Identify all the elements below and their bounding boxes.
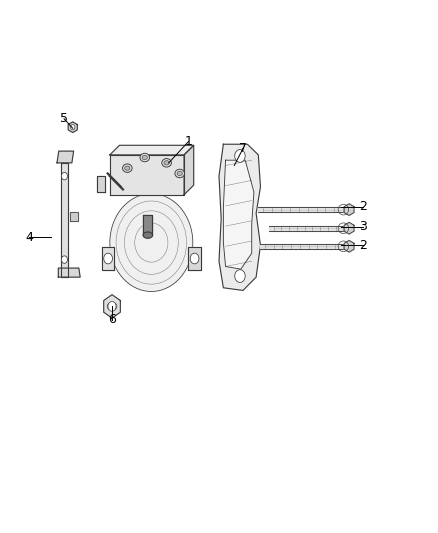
Ellipse shape [177, 171, 182, 175]
Circle shape [61, 172, 67, 180]
Polygon shape [110, 155, 184, 195]
Text: 5: 5 [60, 112, 68, 125]
Text: 3: 3 [359, 220, 367, 233]
Circle shape [235, 150, 245, 163]
Polygon shape [102, 247, 114, 270]
Polygon shape [344, 240, 354, 252]
Ellipse shape [162, 159, 171, 167]
Polygon shape [188, 247, 201, 270]
Text: 2: 2 [359, 200, 367, 213]
Circle shape [235, 270, 245, 282]
Polygon shape [58, 268, 80, 277]
Ellipse shape [123, 164, 132, 172]
Polygon shape [68, 122, 77, 133]
Polygon shape [344, 204, 354, 215]
Ellipse shape [143, 232, 152, 238]
Polygon shape [184, 146, 194, 195]
Polygon shape [144, 215, 152, 235]
Circle shape [190, 253, 199, 264]
Ellipse shape [140, 154, 150, 162]
Circle shape [71, 125, 75, 130]
Ellipse shape [142, 156, 148, 160]
Polygon shape [223, 160, 254, 269]
Ellipse shape [110, 193, 193, 292]
Circle shape [104, 253, 113, 264]
Text: 7: 7 [239, 142, 247, 155]
Polygon shape [258, 207, 346, 212]
Polygon shape [110, 146, 194, 155]
Polygon shape [261, 244, 346, 249]
Text: 4: 4 [25, 231, 33, 244]
Text: 1: 1 [184, 135, 192, 148]
Polygon shape [219, 144, 261, 290]
Polygon shape [97, 176, 106, 192]
Circle shape [108, 302, 116, 311]
Circle shape [61, 256, 67, 263]
Polygon shape [70, 212, 78, 221]
Ellipse shape [125, 166, 130, 170]
Polygon shape [104, 295, 120, 318]
Ellipse shape [175, 169, 184, 177]
Polygon shape [60, 163, 68, 277]
Polygon shape [269, 225, 346, 231]
Polygon shape [57, 151, 74, 163]
Text: 6: 6 [108, 313, 116, 326]
Ellipse shape [164, 161, 169, 165]
Text: 2: 2 [359, 239, 367, 252]
Polygon shape [344, 222, 354, 234]
